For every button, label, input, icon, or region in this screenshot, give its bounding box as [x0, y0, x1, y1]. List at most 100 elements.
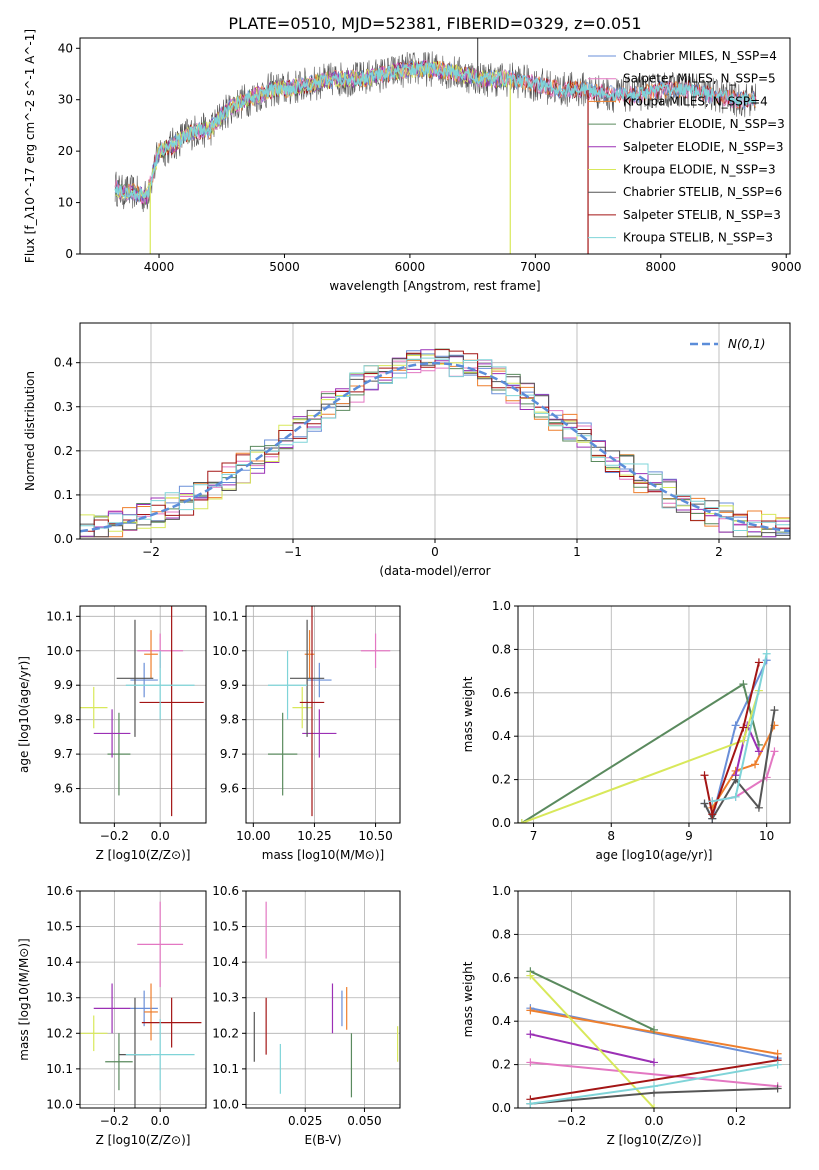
plot-area	[80, 606, 204, 817]
point-salpeter-elodie	[302, 709, 337, 758]
y-tick-label: 9.7	[220, 747, 239, 761]
plot-area	[526, 967, 782, 1108]
series-salpeter-stelib	[700, 658, 763, 819]
series-line	[530, 1033, 655, 1064]
axes-frame: −0.2 0.0 9.6 9.7 9.8 9.9 10.0 10.1 Z [log10(Z/Z⊙…	[17, 605, 207, 862]
series-salpeter-stelib	[526, 1056, 782, 1104]
x-tick-label: 10.25	[297, 829, 331, 843]
x-tick-label: 8	[607, 829, 615, 843]
series-kroupa-elodie	[526, 971, 658, 1108]
series-marker	[650, 1082, 658, 1091]
y-tick-label: 1.0	[492, 599, 511, 613]
x-tick-label: −0.2	[100, 829, 129, 843]
axes-border	[79, 890, 207, 1109]
x-tick-label: 0.0	[644, 1114, 663, 1128]
point-chabrier-miles	[307, 662, 332, 698]
series-marker	[751, 760, 760, 769]
x-tick-label: 2	[715, 545, 723, 559]
axes-border	[517, 605, 791, 824]
series-line	[529, 970, 655, 1031]
histogram-kroupa-stelib	[80, 357, 790, 531]
series-marker	[762, 649, 771, 658]
y-tick-label: 40	[58, 41, 73, 55]
series-kroupa-stelib	[708, 649, 771, 806]
x-tick-label: 0.0	[151, 1114, 170, 1128]
series-marker	[518, 819, 526, 823]
point-salpeter-miles	[360, 633, 391, 668]
y-tick-label: 10.3	[212, 991, 239, 1005]
series-marker	[731, 792, 740, 801]
plot-area	[114, 38, 757, 254]
x-tick-label: 7	[530, 829, 538, 843]
axes-frame: −0.2 0.0 0.2 0.0 0.2 0.4 0.6 0.8 1.0 Z [log10(Z/Z…	[461, 884, 791, 1147]
axes-border	[245, 605, 401, 824]
y-tick-label: 9.7	[54, 747, 73, 761]
y-tick-label: 10.6	[212, 884, 239, 898]
series-marker	[650, 1104, 658, 1108]
plot-area	[253, 901, 399, 1098]
y-tick-label: 10.0	[46, 1097, 73, 1111]
x-tick-label: 1	[573, 545, 581, 559]
y-tick-label: 10.1	[212, 609, 239, 623]
y-tick-label: 10.5	[212, 920, 239, 934]
y-tick-label: 10.1	[46, 609, 73, 623]
series-marker	[650, 1058, 658, 1067]
legend-label-8: Kroupa STELIB, N_SSP=3	[623, 231, 773, 245]
y-tick-label: 0.4	[54, 356, 73, 370]
axes-border	[245, 890, 401, 1109]
x-tick-label: 0.025	[288, 1114, 322, 1128]
x-axis-label: E(B-V)	[304, 1133, 341, 1147]
x-axis-label: Z [log10(Z/Z⊙)]	[607, 1133, 702, 1147]
point-kroupa-miles	[144, 630, 158, 679]
y-axis-label: mass weight	[461, 676, 475, 752]
series-marker	[739, 736, 748, 745]
y-tick-label: 0.4	[492, 729, 511, 743]
series-marker	[739, 723, 748, 732]
y-tick-label: 10.0	[46, 644, 73, 658]
series-line	[521, 690, 760, 823]
axes-frame: 0.025 0.050 10.0 10.1 10.2 10.3 10.4 10.5 10.6 E(…	[212, 884, 401, 1147]
y-axis-label: age [log10(age/yr)]	[17, 656, 31, 773]
x-tick-label: 5000	[269, 260, 300, 274]
series-marker	[773, 1084, 782, 1093]
x-tick-label: 0	[431, 545, 439, 559]
series-marker	[770, 706, 779, 715]
x-axis-label: Z [log10(Z/Z⊙)]	[96, 848, 191, 862]
axes-frame: −0.2 0.0 10.0 10.1 10.2 10.3 10.4 10.5 10.6 Z [lo…	[17, 884, 207, 1147]
y-tick-label: 0.8	[492, 642, 511, 656]
x-axis-label: (data-model)/error	[379, 564, 490, 578]
panel-age-vs-mass: 10.00 10.25 10.50 9.6 9.7 9.8 9.9 10.0 10.1 mass …	[212, 605, 401, 862]
series-marker	[731, 721, 740, 730]
point-chabrier-stelib	[290, 619, 325, 737]
axes-frame: 4000 5000 6000 7000 8000 9000 0 10 20 30 40 wavelen…	[23, 29, 802, 293]
legend-label-1: Salpeter MILES, N_SSP=5	[623, 72, 776, 86]
x-tick-label: 8000	[646, 260, 677, 274]
plot-area	[80, 901, 202, 1108]
legend-label-5: Kroupa ELODIE, N_SSP=3	[623, 163, 776, 177]
series-line	[711, 724, 776, 809]
y-tick-label: 0.2	[54, 444, 73, 458]
x-axis-label: mass [log10(M/M⊙)]	[262, 848, 384, 862]
y-tick-label: 10.2	[46, 1026, 73, 1040]
y-tick-label: 20	[58, 144, 73, 158]
legend-label-6: Chabrier STELIB, N_SSP=6	[623, 185, 782, 199]
point-kroupa-stelib	[125, 1019, 195, 1091]
point-chabrier-elodie	[105, 1033, 133, 1091]
point-kroupa-miles	[304, 630, 315, 679]
x-tick-label: −0.2	[100, 1114, 129, 1128]
figure-title: PLATE=0510, MJD=52381, FIBERID=0329, z=0…	[228, 14, 641, 33]
point-kroupa-stelib	[125, 650, 195, 720]
panel-mass-vs-z: −0.2 0.0 10.0 10.1 10.2 10.3 10.4 10.5 10.6 Z [lo…	[17, 884, 207, 1147]
x-tick-label: 10.50	[358, 829, 392, 843]
plot-area	[518, 649, 779, 823]
point-kroupa-elodie	[80, 686, 108, 729]
series-marker	[526, 1030, 535, 1039]
point-kroupa-miles	[144, 983, 158, 1041]
y-axis-label: mass weight	[461, 961, 475, 1037]
gaussian-curve	[80, 361, 790, 533]
y-tick-label: 0.0	[492, 1101, 511, 1115]
panels: 4000 5000 6000 7000 8000 9000010203040wavelen…	[17, 29, 802, 1147]
y-tick-label: 10.0	[212, 644, 239, 658]
y-tick-label: 10.4	[46, 955, 73, 969]
